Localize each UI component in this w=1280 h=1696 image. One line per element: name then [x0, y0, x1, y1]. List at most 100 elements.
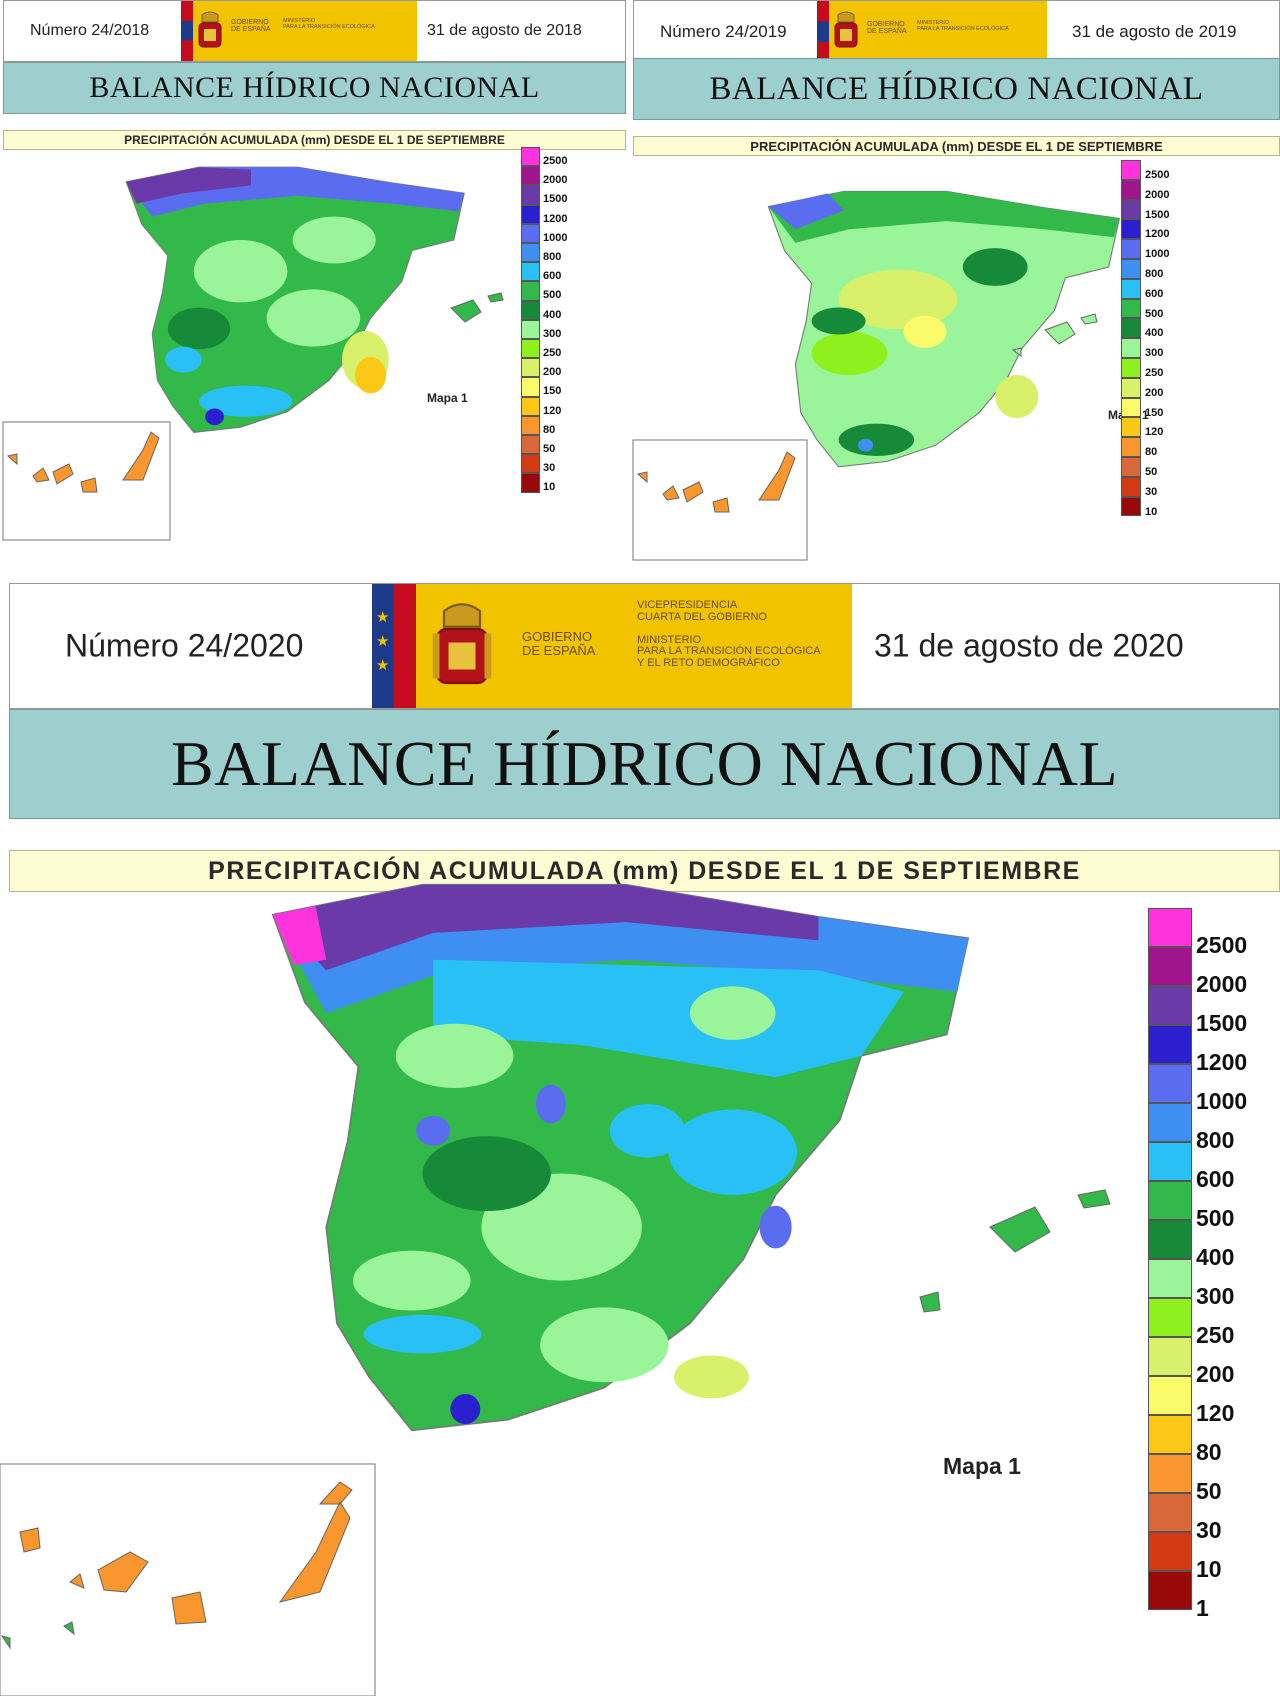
legend-label: 1200	[543, 212, 568, 225]
government-text: GOBIERNO DE ESPAÑA	[231, 19, 271, 34]
legend-swatch	[1121, 239, 1141, 259]
coat-of-arms-icon	[834, 11, 858, 48]
legend-label: 500	[543, 289, 562, 302]
legend-label: 600	[1196, 1166, 1235, 1192]
legend-label: 10	[1145, 505, 1158, 518]
legend-label: 800	[543, 251, 562, 263]
bulletin-number: Número 24/2020	[65, 627, 304, 664]
legend-swatch	[521, 281, 540, 301]
legend-swatch	[1121, 259, 1141, 279]
legend-label: 300	[1196, 1283, 1235, 1309]
legend-label: 150	[1145, 406, 1164, 419]
precipitation-legend: 2500 2000 1500 1200 1000 800 600 500 400 300 250 20…	[1121, 160, 1179, 558]
map-label: Mapa 1	[943, 1453, 1021, 1479]
legend-label: 200	[1196, 1361, 1235, 1387]
legend-label: 80	[543, 423, 556, 436]
legend-swatch	[1148, 1493, 1192, 1532]
map-subtitle: PRECIPITACIÓN ACUMULADA (mm) DESDE EL 1 …	[9, 850, 1280, 892]
legend-swatch	[1121, 278, 1141, 299]
government-text: GOBIERNO DE ESPAÑA	[867, 21, 907, 36]
bulletin-number: Número 24/2019	[660, 22, 787, 41]
legend-label: 1200	[1196, 1049, 1248, 1075]
legend-swatch	[1148, 1025, 1192, 1064]
bulletin-header: Número 24/2019 GOBIERNO DE ESPAÑA MINIST…	[633, 0, 1280, 64]
page-title: BALANCE HÍDRICO NACIONAL	[9, 709, 1280, 819]
legend-label: 80	[1196, 1439, 1222, 1465]
legend-label: 30	[543, 462, 556, 475]
legend-swatch	[521, 473, 540, 493]
legend-label: 10	[543, 481, 556, 494]
legend-swatch	[521, 377, 540, 397]
legend-label: 250	[1196, 1322, 1235, 1348]
legend-label: 30	[1145, 485, 1158, 498]
legend-label: 2500	[1145, 169, 1170, 181]
legend-swatch	[1121, 457, 1141, 477]
legend-label: 1200	[1145, 228, 1170, 241]
ministry-text: VICEPRESIDENCIA CUARTA DEL GOBIERNO MINI…	[637, 599, 821, 669]
legend-swatch	[1121, 318, 1141, 339]
legend-swatch	[521, 415, 540, 435]
legend-label: 500	[1196, 1205, 1235, 1231]
bulletin-date: 31 de agosto de 2018	[427, 22, 582, 39]
legend-label: 2000	[543, 174, 568, 187]
legend-label: 120	[543, 404, 562, 417]
legend-label: 120	[1145, 426, 1164, 439]
legend-label: 250	[543, 347, 562, 359]
legend-label: 50	[543, 443, 556, 455]
legend-swatch	[1148, 1103, 1192, 1142]
legend-swatch	[521, 358, 540, 378]
legend-swatch	[1148, 1298, 1192, 1337]
precipitation-map	[632, 190, 1121, 561]
legend-swatch	[1121, 397, 1141, 418]
legend-swatch	[1121, 338, 1141, 358]
legend-swatch	[521, 243, 540, 263]
legend-swatch	[521, 166, 540, 186]
government-logo: ★ ★ ★ GOBIERNO DE ESPAÑA VICEPRESIDENCIA C…	[372, 584, 852, 708]
legend-label: 500	[1145, 307, 1164, 320]
legend-label: 300	[1145, 347, 1164, 360]
legend-swatch	[521, 319, 540, 339]
eu-stars-icon: ★ ★ ★	[376, 609, 390, 674]
legend-swatch	[521, 339, 540, 359]
legend-label: 800	[1145, 268, 1164, 280]
legend-swatch	[1121, 298, 1141, 319]
legend-label: 400	[1145, 327, 1164, 340]
legend-swatch	[1121, 377, 1141, 398]
legend-label: 1500	[543, 193, 568, 206]
coat-of-arms-icon	[432, 603, 492, 685]
ministry-text: MINISTERIO PARA LA TRANSICIÓN ECOLÓGICA	[917, 20, 1009, 32]
legend-label: 1	[1196, 1595, 1209, 1621]
legend-label: 80	[1145, 446, 1158, 459]
legend-swatch	[1121, 496, 1141, 517]
bulletin-number: Número 24/2018	[30, 22, 150, 39]
legend-swatch	[521, 454, 540, 474]
legend-label: 1000	[1196, 1088, 1248, 1114]
legend-swatch	[1148, 947, 1192, 986]
legend-label: 120	[1196, 1400, 1235, 1426]
bulletin-header: Número 24/2020 ★ ★ ★ GOBIERNO DE ESPAÑA VI…	[9, 583, 1280, 709]
page-title: BALANCE HÍDRICO NACIONAL	[633, 58, 1280, 120]
coat-of-arms-icon	[198, 11, 222, 48]
legend-swatch	[521, 300, 540, 320]
legend-label: 1500	[1196, 1010, 1248, 1036]
legend-swatch	[1121, 358, 1141, 378]
legend-swatch	[521, 147, 540, 167]
legend-label: 600	[1145, 287, 1164, 300]
page-title: BALANCE HÍDRICO NACIONAL	[3, 62, 626, 114]
legend-swatch	[1148, 1337, 1192, 1376]
legend-label: 200	[1145, 386, 1164, 399]
legend-swatch	[521, 435, 540, 455]
map-subtitle: PRECIPITACIÓN ACUMULADA (mm) DESDE EL 1 …	[3, 130, 626, 150]
legend-swatch	[1148, 908, 1192, 947]
legend-label: 2000	[1196, 971, 1248, 997]
legend-swatch	[1148, 1415, 1192, 1454]
precipitation-map	[2, 166, 504, 541]
legend-swatch	[1148, 1376, 1192, 1415]
map-label: Mapa 1	[427, 391, 468, 405]
legend-swatch	[521, 396, 540, 416]
legend-label: 800	[1196, 1127, 1235, 1153]
legend-swatch	[1121, 160, 1141, 180]
precipitation-legend: 2500 2000 1500 1200 1000 800 600 500 400 300 250 20…	[521, 147, 576, 497]
legend-label: 30	[1196, 1517, 1222, 1543]
ministry-text: MINISTERIO PARA LA TRANSICIÓN ECOLÓGICA	[283, 18, 375, 30]
